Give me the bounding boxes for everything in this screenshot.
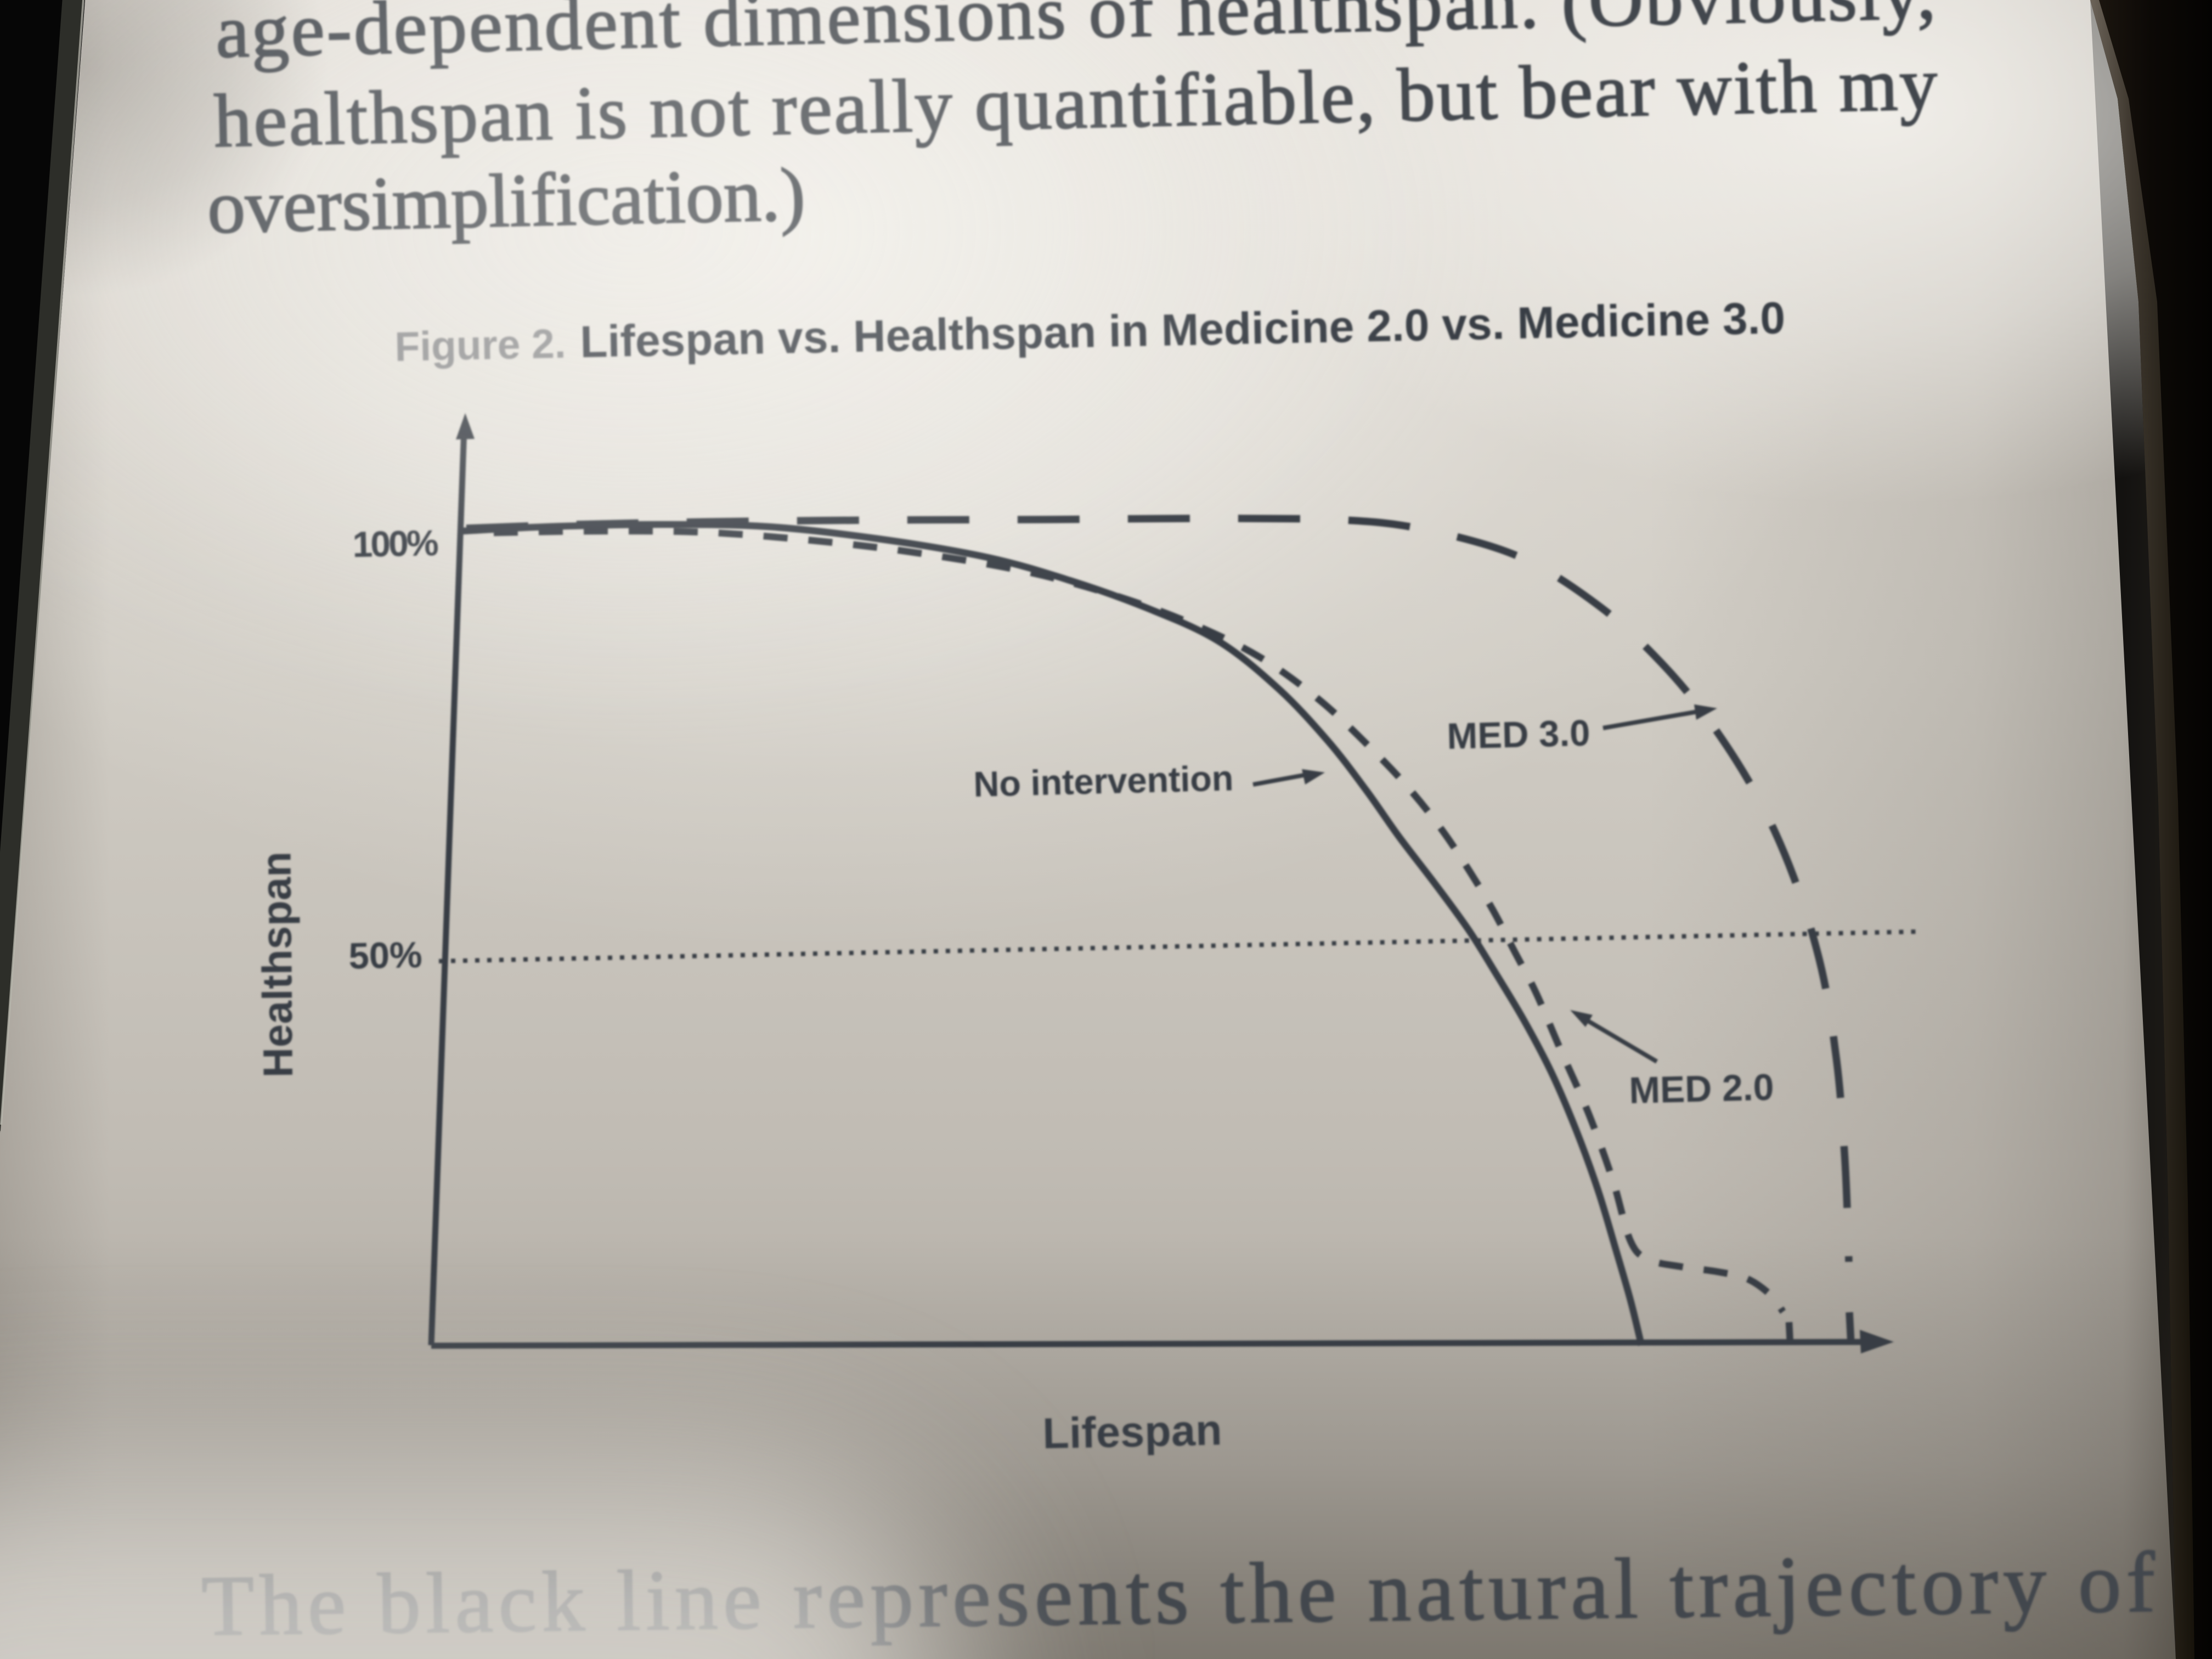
svg-text:Lifespan: Lifespan <box>1042 1405 1222 1458</box>
svg-text:No intervention: No intervention <box>973 758 1234 804</box>
svg-text:Healthspan: Healthspan <box>253 851 302 1078</box>
svg-text:MED 3.0: MED 3.0 <box>1447 713 1591 757</box>
svg-text:MED 2.0: MED 2.0 <box>1629 1066 1775 1111</box>
svg-text:50%: 50% <box>348 934 423 977</box>
